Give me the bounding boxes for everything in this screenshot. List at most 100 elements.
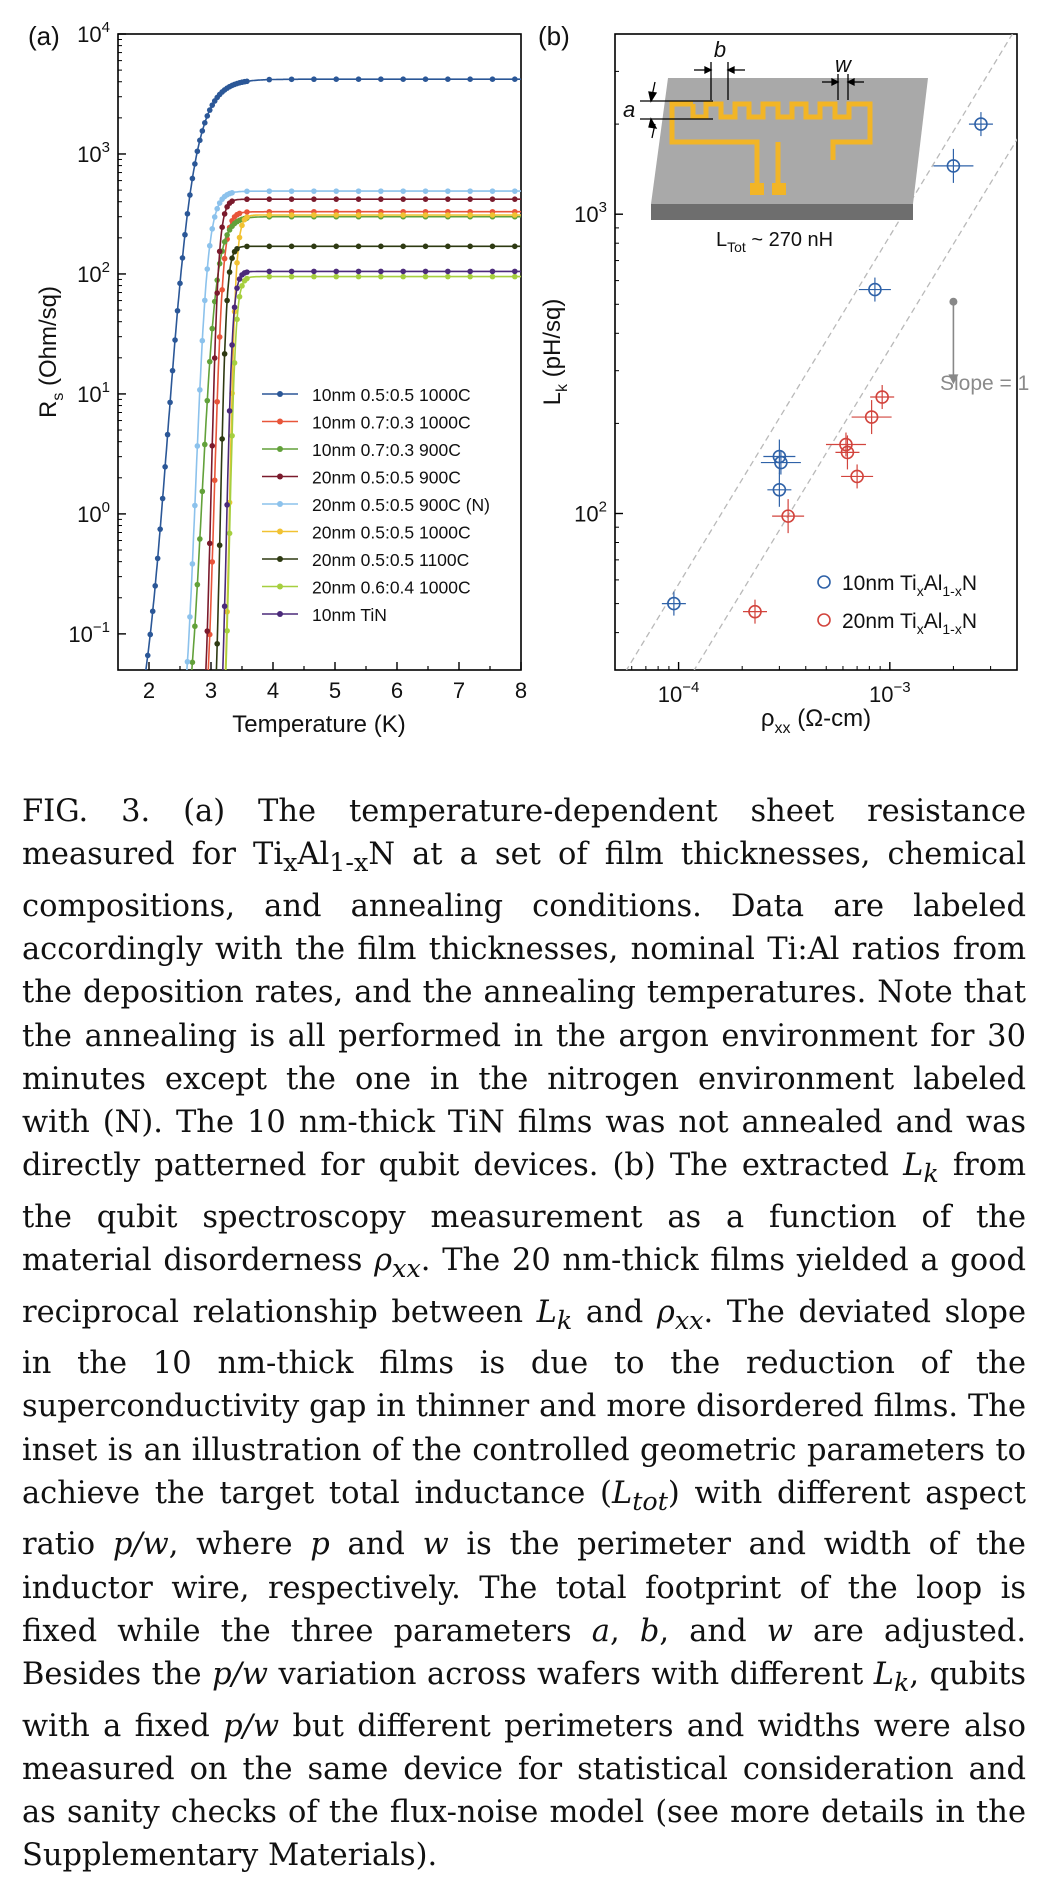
series-marker-5 — [236, 234, 243, 241]
series-marker-7 — [467, 273, 473, 280]
series-marker-4 — [194, 443, 201, 449]
series-marker-0 — [179, 255, 186, 261]
series-marker-3 — [204, 628, 211, 634]
series-marker-2 — [209, 325, 216, 332]
series-marker-6 — [378, 243, 384, 250]
series-marker-3 — [422, 196, 429, 202]
series-marker-6 — [219, 436, 225, 442]
legend-marker-2 — [277, 446, 283, 452]
series-marker-7 — [422, 273, 429, 280]
series-marker-5 — [467, 212, 473, 218]
series-marker-0 — [182, 231, 188, 238]
series-marker-0 — [288, 76, 295, 83]
panel-a-y-tick-label: 10−1 — [68, 619, 110, 647]
series-marker-3 — [355, 196, 362, 202]
series-marker-4 — [311, 188, 317, 194]
slope-marker — [948, 297, 959, 385]
panel-b-y-tick-label: 103 — [574, 199, 607, 227]
series-marker-4 — [189, 561, 196, 567]
series-marker-7 — [333, 273, 340, 280]
series-marker-7 — [226, 530, 233, 537]
series-marker-6 — [266, 243, 273, 250]
series-marker-5 — [422, 212, 429, 218]
series-marker-7 — [229, 432, 235, 439]
panel-a-x-tick-label: 6 — [391, 678, 403, 703]
data-point-0-2 — [774, 455, 788, 470]
series-marker-7 — [266, 273, 273, 280]
panel-b-y-axis-label: Lk (pH/sq) — [539, 299, 571, 406]
series-marker-4 — [467, 188, 473, 194]
series-marker-0 — [147, 631, 154, 638]
series-marker-1 — [244, 209, 250, 215]
panel-b-points — [661, 112, 993, 624]
series-marker-7 — [224, 628, 230, 634]
series-marker-3 — [216, 248, 223, 255]
series-marker-1 — [211, 477, 218, 484]
legend-marker-3 — [277, 473, 283, 480]
series-marker-0 — [355, 76, 362, 83]
series-marker-0 — [209, 102, 216, 108]
series-marker-0 — [445, 76, 451, 83]
legend-marker-7 — [277, 583, 283, 590]
panel-b-legend: 10nm TixAl1-xN 20nm TixAl1-xN — [817, 572, 977, 637]
series-marker-0 — [184, 210, 191, 217]
slope-annotation: Slope = 1 — [940, 372, 1029, 395]
series-marker-8 — [512, 268, 518, 275]
panel-b-x-tick-label: 10−4 — [658, 679, 700, 707]
panel-a-y-axis-label: Rs (Ohm/sq) — [35, 286, 67, 418]
series-marker-0 — [142, 671, 148, 677]
series-marker-0 — [169, 367, 176, 374]
series-marker-0 — [333, 76, 340, 83]
series-marker-7 — [512, 273, 518, 280]
series-marker-4 — [214, 205, 220, 212]
series-marker-0 — [206, 107, 213, 113]
series-marker-2 — [197, 536, 203, 542]
series-marker-5 — [512, 212, 518, 218]
series-marker-8 — [355, 268, 362, 275]
series-marker-0 — [189, 175, 196, 182]
series-marker-0 — [152, 583, 158, 589]
panel-b-label: (b) — [538, 21, 570, 51]
series-marker-6 — [229, 255, 235, 262]
series-marker-3 — [211, 355, 218, 361]
series-marker-8 — [234, 285, 240, 291]
panel-a-x-tick-label: 7 — [453, 678, 465, 703]
data-point-1-3 — [840, 445, 855, 460]
panel-a-y-tick-label: 100 — [77, 499, 110, 527]
series-marker-6 — [355, 243, 362, 250]
series-marker-5 — [239, 222, 245, 229]
legend-label-2: 10nm 0.7:0.3 900C — [312, 440, 461, 460]
series-marker-3 — [219, 224, 225, 230]
series-marker-6 — [224, 297, 230, 304]
panel-a-label: (a) — [28, 21, 60, 51]
figure-caption: FIG. 3. (a) The temperature-dependent sh… — [22, 794, 1027, 1874]
legend-marker-1 — [277, 418, 283, 425]
series-marker-1 — [209, 559, 216, 565]
series-marker-4 — [229, 189, 235, 196]
series-marker-0 — [172, 337, 178, 343]
series-marker-7 — [445, 273, 451, 280]
inset-pad-right — [772, 183, 786, 195]
data-point-1-1 — [781, 509, 795, 523]
series-marker-5 — [378, 212, 384, 218]
series-marker-7 — [236, 293, 243, 300]
series-marker-7 — [378, 273, 384, 280]
series-marker-3 — [311, 196, 317, 202]
panel-a-y-tick-label: 102 — [77, 259, 110, 287]
series-marker-6 — [467, 243, 473, 250]
series-marker-0 — [400, 76, 407, 83]
series-marker-3 — [333, 196, 340, 202]
panel-b-chart: 10−4 10−3 102 103 Slope = 1 10nm TixAl1-xN 2… — [539, 33, 1029, 737]
series-marker-0 — [159, 495, 166, 502]
inset-label-b: b — [714, 37, 726, 62]
series-marker-3 — [214, 290, 220, 296]
panel-a-y-tick-label: 101 — [77, 379, 110, 407]
series-marker-6 — [512, 243, 518, 250]
series-marker-3 — [288, 196, 295, 202]
series-marker-4 — [333, 188, 340, 194]
series-marker-8 — [422, 268, 429, 275]
series-marker-2 — [206, 358, 213, 365]
legend-marker-b-1 — [817, 613, 831, 627]
series-marker-0 — [512, 76, 518, 83]
series-marker-4 — [445, 188, 451, 194]
